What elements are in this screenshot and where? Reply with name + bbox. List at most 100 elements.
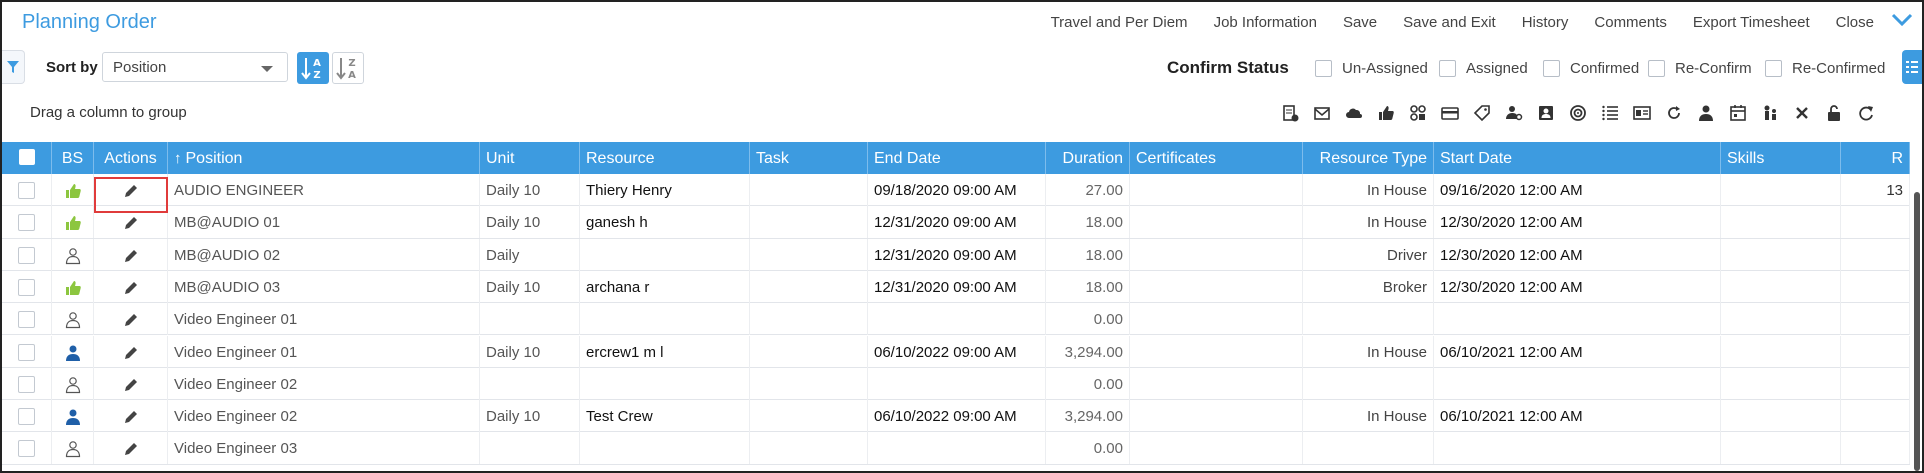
- people-button[interactable]: [1758, 102, 1782, 124]
- table-row[interactable]: Video Engineer 03 0.00: [2, 432, 1910, 465]
- row-checkbox[interactable]: [18, 343, 35, 361]
- credit-card-button[interactable]: [1438, 102, 1462, 124]
- row-checkbox[interactable]: [18, 246, 35, 264]
- cell-start-date: 12/30/2020 12:00 AM: [1434, 206, 1721, 239]
- checkbox-box[interactable]: [1648, 60, 1665, 77]
- contact-card-button[interactable]: [1534, 102, 1558, 124]
- row-checkbox[interactable]: [18, 311, 35, 329]
- row-checkbox[interactable]: [18, 440, 35, 458]
- unlock-button[interactable]: [1822, 102, 1846, 124]
- group-panel[interactable]: Drag a column to group: [2, 98, 1922, 128]
- refresh-circle-button[interactable]: [1662, 102, 1686, 124]
- confirm-status-re-confirmed-checkbox[interactable]: Re-Confirmed: [1765, 60, 1885, 77]
- confirm-status-un-assigned-checkbox[interactable]: Un-Assigned: [1315, 60, 1428, 77]
- cloud-button[interactable]: [1342, 102, 1366, 124]
- calendar-button[interactable]: [1726, 102, 1750, 124]
- row-select-cell[interactable]: [2, 400, 52, 433]
- column-chooser-button[interactable]: [1902, 50, 1922, 84]
- list-button[interactable]: [1598, 102, 1622, 124]
- row-select-cell[interactable]: [2, 238, 52, 271]
- row-select-cell[interactable]: [2, 174, 52, 206]
- thumbs-up-button[interactable]: [1374, 102, 1398, 124]
- column-header-actions[interactable]: Actions: [94, 142, 168, 174]
- column-header-start-date[interactable]: Start Date: [1434, 142, 1721, 174]
- checkbox-box[interactable]: [1543, 60, 1560, 77]
- sort-za-icon: Z A: [336, 58, 356, 81]
- row-select-cell[interactable]: [2, 335, 52, 368]
- tag-button[interactable]: [1470, 102, 1494, 124]
- edit-row-button[interactable]: [122, 249, 140, 269]
- confirm-status-re-confirm-checkbox[interactable]: Re-Confirm: [1648, 60, 1752, 77]
- sort-ascending-button[interactable]: A Z: [297, 52, 329, 84]
- row-select-cell[interactable]: [2, 432, 52, 465]
- table-row[interactable]: Video Engineer 01 Daily 10 ercrew1 m l 06/1…: [2, 335, 1910, 368]
- reload-button[interactable]: [1854, 102, 1878, 124]
- column-header-unit[interactable]: Unit: [480, 142, 580, 174]
- row-checkbox[interactable]: [18, 375, 35, 393]
- row-checkbox[interactable]: [18, 214, 35, 232]
- filter-toggle-button[interactable]: [2, 50, 25, 84]
- document-money-button[interactable]: [1278, 102, 1302, 124]
- confirm-status-confirmed-checkbox[interactable]: Confirmed: [1543, 60, 1639, 77]
- sort-descending-button[interactable]: Z A: [332, 52, 364, 84]
- row-checkbox[interactable]: [18, 408, 35, 426]
- close-button[interactable]: [1790, 102, 1814, 124]
- column-header-task[interactable]: Task: [750, 142, 868, 174]
- menu-comments-button[interactable]: Comments: [1594, 14, 1667, 31]
- link-button[interactable]: [1406, 102, 1430, 124]
- row-select-cell[interactable]: [2, 303, 52, 336]
- table-row[interactable]: MB@AUDIO 01 Daily 10 ganesh h 12/31/2020 09…: [2, 206, 1910, 239]
- menu-close-button[interactable]: Close: [1835, 14, 1874, 31]
- table-row[interactable]: Video Engineer 02 Daily 10 Test Crew 06/10/…: [2, 400, 1910, 433]
- menu-travel-and-per-diem-button[interactable]: Travel and Per Diem: [1050, 14, 1188, 31]
- row-select-cell[interactable]: [2, 367, 52, 400]
- row-select-cell[interactable]: [2, 206, 52, 239]
- edit-row-button[interactable]: [122, 281, 140, 301]
- edit-row-button[interactable]: [122, 217, 140, 236]
- cell-resource: [580, 238, 750, 271]
- column-header-last[interactable]: R: [1841, 142, 1910, 174]
- checkbox-box[interactable]: [1439, 60, 1456, 77]
- row-checkbox[interactable]: [18, 278, 35, 296]
- table-row[interactable]: Video Engineer 01 0.00: [2, 303, 1910, 336]
- row-checkbox[interactable]: [18, 182, 35, 199]
- edit-row-button[interactable]: [122, 314, 140, 333]
- column-header-resource[interactable]: Resource: [580, 142, 750, 174]
- menu-history-button[interactable]: History: [1521, 14, 1569, 31]
- mail-button[interactable]: [1310, 102, 1334, 124]
- table-row[interactable]: AUDIO ENGINEER Daily 10 Thiery Henry 09/18/…: [2, 174, 1910, 207]
- sort-by-select[interactable]: Position: [102, 52, 288, 82]
- edit-row-button[interactable]: [122, 443, 140, 462]
- column-header-bs[interactable]: BS: [52, 142, 94, 174]
- edit-row-button[interactable]: [122, 411, 140, 430]
- user-settings-button[interactable]: [1502, 102, 1526, 124]
- menu-export-timesheet-button[interactable]: Export Timesheet: [1692, 14, 1810, 31]
- chevron-down-icon[interactable]: [1890, 8, 1914, 32]
- target-button[interactable]: [1566, 102, 1590, 124]
- menu-job-information-button[interactable]: Job Information: [1213, 14, 1317, 31]
- column-header-certificates[interactable]: Certificates: [1130, 142, 1303, 174]
- person-button[interactable]: [1694, 102, 1718, 124]
- column-header-position[interactable]: ↑ Position: [168, 142, 480, 174]
- checkbox-box[interactable]: [1315, 60, 1332, 77]
- edit-row-button[interactable]: [122, 185, 140, 204]
- column-header-skills[interactable]: Skills: [1721, 142, 1841, 174]
- cell-position: AUDIO ENGINEER: [168, 174, 480, 206]
- table-row[interactable]: MB@AUDIO 03 Daily 10 archana r 12/31/2020 0…: [2, 270, 1910, 304]
- edit-row-button[interactable]: [122, 346, 140, 366]
- menu-save-button[interactable]: Save: [1342, 14, 1378, 31]
- vertical-scrollbar[interactable]: [1914, 192, 1920, 471]
- column-header-end-date[interactable]: End Date: [868, 142, 1046, 174]
- edit-row-button[interactable]: [122, 378, 140, 398]
- row-select-cell[interactable]: [2, 270, 52, 303]
- table-row[interactable]: MB@AUDIO 02 Daily 12/31/2020 09:00 AM 18.00…: [2, 238, 1910, 271]
- header-select-all-checkbox[interactable]: [2, 142, 52, 174]
- checkbox-box[interactable]: [18, 149, 35, 165]
- confirm-status-assigned-checkbox[interactable]: Assigned: [1439, 60, 1528, 77]
- column-header-resource-type[interactable]: Resource Type: [1303, 142, 1434, 174]
- menu-save-and-exit-button[interactable]: Save and Exit: [1403, 14, 1496, 31]
- table-row[interactable]: Video Engineer 02 0.00: [2, 367, 1910, 401]
- column-header-duration[interactable]: Duration: [1046, 142, 1130, 174]
- report-button[interactable]: [1630, 102, 1654, 124]
- checkbox-box[interactable]: [1765, 60, 1782, 77]
